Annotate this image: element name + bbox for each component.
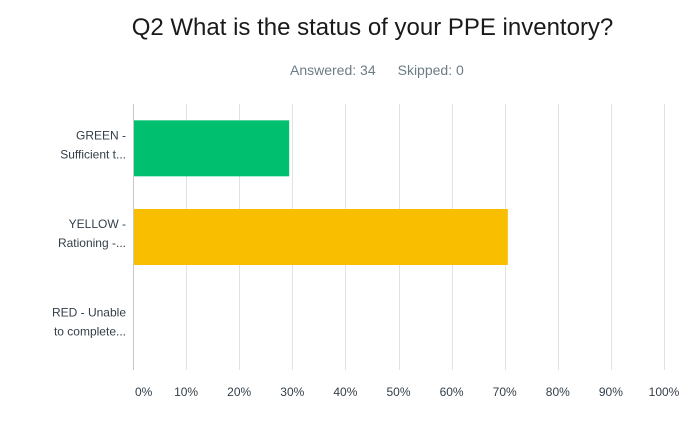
bar[interactable] [134, 120, 290, 177]
category-label: RED - Unable to complete... [52, 306, 126, 339]
x-tick-label: 70% [493, 385, 517, 399]
x-tick-label: 20% [227, 385, 251, 399]
response-summary: Answered: 34 Skipped: 0 [290, 62, 464, 78]
skipped-count: Skipped: 0 [397, 62, 464, 78]
x-tick-label: 90% [599, 385, 623, 399]
chart-title: Q2 What is the status of your PPE invent… [131, 14, 614, 41]
category-label-line: Rationing -... [58, 236, 126, 250]
x-tick-label: 50% [386, 385, 410, 399]
category-label-line: Sufficient t... [60, 147, 126, 161]
category-label: YELLOW - Rationing -... [58, 217, 126, 250]
category-label: GREEN - Sufficient t... [60, 128, 126, 161]
x-tick-label: 40% [333, 385, 357, 399]
x-tick-label: 0% [135, 385, 153, 399]
bars [134, 120, 508, 265]
answered-count: Answered: 34 [290, 62, 376, 78]
x-tick-label: 10% [174, 385, 198, 399]
category-label-line: to complete... [54, 325, 126, 339]
x-tick-label: 30% [280, 385, 304, 399]
category-labels: GREEN - Sufficient t... YELLOW - Rationing … [52, 128, 126, 338]
category-label-line: GREEN - [76, 128, 126, 142]
x-tick-label: 80% [546, 385, 570, 399]
bar[interactable] [134, 209, 508, 265]
category-label-line: YELLOW - [69, 217, 126, 231]
category-label-line: RED - Unable [52, 306, 126, 320]
x-tick-label: 100% [649, 385, 680, 399]
x-tick-labels: 0% 10% 20% 30% 40% 50% 60% 70% 80% 90% 100% [135, 385, 680, 399]
x-tick-label: 60% [440, 385, 464, 399]
